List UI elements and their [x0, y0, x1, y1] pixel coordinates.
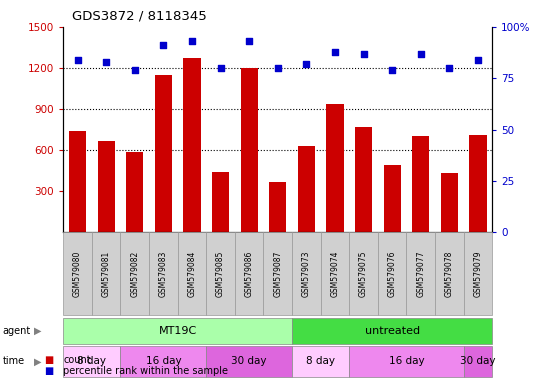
Bar [412, 136, 430, 232]
Text: untreated: untreated [365, 326, 420, 336]
Bar [298, 146, 315, 232]
Bar [126, 152, 144, 232]
Point [130, 67, 139, 73]
Text: MT19C: MT19C [158, 326, 197, 336]
Text: 16 day: 16 day [389, 356, 424, 366]
Text: ▶: ▶ [34, 326, 42, 336]
Text: 8 day: 8 day [306, 356, 335, 366]
Point [188, 38, 196, 44]
Text: GSM579082: GSM579082 [130, 250, 139, 297]
Text: GSM579079: GSM579079 [474, 250, 482, 297]
Text: GSM579075: GSM579075 [359, 250, 368, 297]
Point [445, 65, 454, 71]
Point [359, 51, 368, 57]
Point [388, 67, 397, 73]
Bar [212, 172, 229, 232]
Point [302, 61, 311, 67]
Text: GSM579080: GSM579080 [73, 250, 82, 297]
Text: GSM579073: GSM579073 [302, 250, 311, 297]
Point [331, 48, 339, 55]
Text: percentile rank within the sample: percentile rank within the sample [63, 366, 228, 376]
Text: GSM579074: GSM579074 [331, 250, 339, 297]
Text: 8 day: 8 day [78, 356, 106, 366]
Text: GSM579085: GSM579085 [216, 250, 225, 297]
Text: ▶: ▶ [34, 356, 42, 366]
Point [216, 65, 225, 71]
Text: ■: ■ [44, 355, 53, 365]
Point [245, 38, 254, 44]
Point [474, 57, 482, 63]
Text: 16 day: 16 day [146, 356, 181, 366]
Text: ■: ■ [44, 366, 53, 376]
Text: agent: agent [3, 326, 31, 336]
Text: GSM579087: GSM579087 [273, 250, 282, 297]
Point [73, 57, 82, 63]
Text: GSM579078: GSM579078 [445, 250, 454, 297]
Bar [383, 165, 401, 232]
Bar [441, 174, 458, 232]
Text: GDS3872 / 8118345: GDS3872 / 8118345 [72, 10, 206, 23]
Text: 30 day: 30 day [232, 356, 267, 366]
Text: GSM579076: GSM579076 [388, 250, 397, 297]
Text: GSM579083: GSM579083 [159, 250, 168, 297]
Bar [69, 131, 86, 232]
Point [159, 42, 168, 48]
Text: GSM579086: GSM579086 [245, 250, 254, 297]
Bar [183, 58, 201, 232]
Point [273, 65, 282, 71]
Text: time: time [3, 356, 25, 366]
Text: GSM579077: GSM579077 [416, 250, 425, 297]
Text: GSM579084: GSM579084 [188, 250, 196, 297]
Bar [97, 141, 115, 232]
Bar [469, 135, 487, 232]
Text: 30 day: 30 day [460, 356, 496, 366]
Text: GSM579081: GSM579081 [102, 250, 111, 297]
Text: count: count [63, 355, 91, 365]
Point [416, 51, 425, 57]
Bar [240, 68, 258, 232]
Bar [326, 104, 344, 232]
Bar [355, 127, 372, 232]
Bar [155, 75, 172, 232]
Bar [269, 182, 287, 232]
Point [102, 59, 111, 65]
